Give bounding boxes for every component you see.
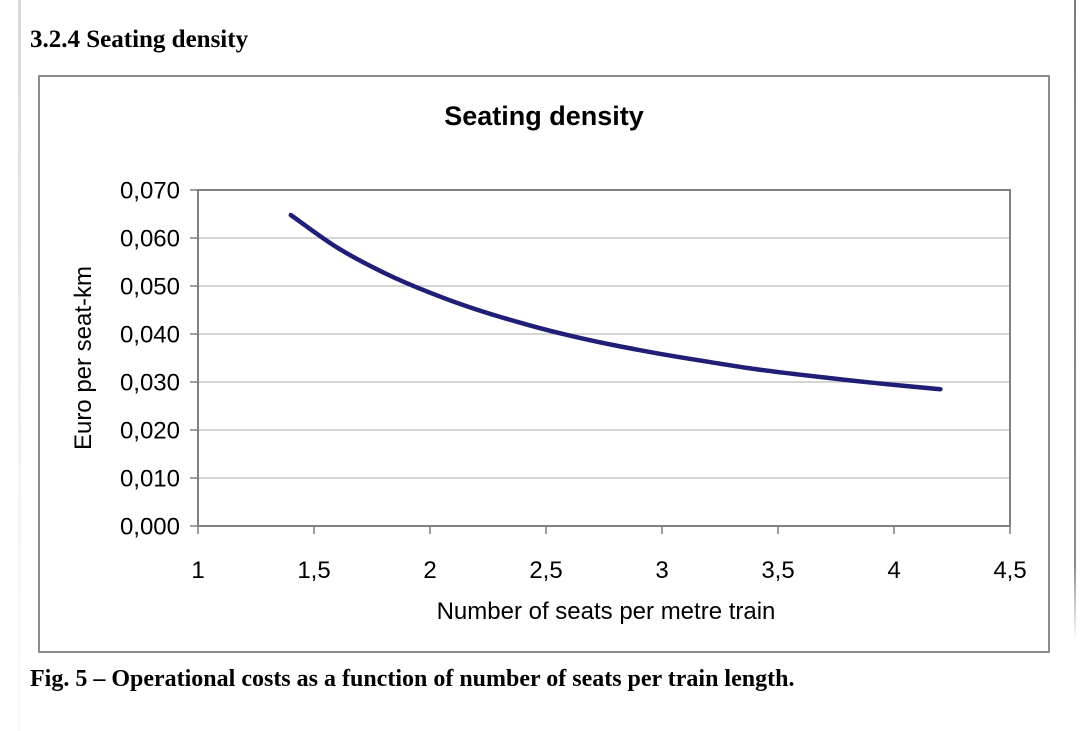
y-tick-label: 0,030	[120, 370, 180, 397]
chart-plot-svg: 0,000 0,010 0,020 0,030 0,040 0,050 0,060 0,070…	[120, 178, 1027, 585]
x-tick-label: 2,5	[529, 557, 562, 584]
x-tick-label: 3	[655, 557, 668, 584]
x-tick-label: 1	[191, 557, 204, 584]
y-tick-label: 0,000	[120, 514, 180, 541]
y-tick-label: 0,020	[120, 418, 180, 445]
section-heading: 3.2.4 Seating density	[30, 26, 249, 53]
page-left-edge-line	[18, 0, 21, 731]
chart-title: Seating density	[444, 101, 644, 131]
y-tick-label: 0,040	[120, 322, 180, 349]
plot-area-border	[197, 189, 1011, 527]
x-tick-label: 1,5	[297, 557, 330, 584]
y-axis-title: Euro per seat-km	[70, 265, 97, 451]
figure-caption: Fig. 5 – Operational costs as a function…	[30, 666, 795, 692]
y-tick-label: 0,070	[120, 178, 180, 205]
operational-cost-curve	[288, 212, 943, 392]
y-tick-label: 0,060	[120, 226, 180, 253]
y-tick-label: 0,010	[120, 466, 180, 493]
y-tick-label: 0,050	[120, 274, 180, 301]
page-right-edge-line	[1074, 0, 1076, 640]
x-tick-label: 4,5	[993, 557, 1026, 584]
x-axis-title: Number of seats per metre train	[436, 598, 776, 625]
x-tick-label: 3,5	[761, 557, 794, 584]
chart-container: 0,000 0,010 0,020 0,030 0,040 0,050 0,060 0,070…	[38, 75, 1050, 653]
x-tick-label: 2	[423, 557, 436, 584]
x-tick-label: 4	[887, 557, 900, 584]
